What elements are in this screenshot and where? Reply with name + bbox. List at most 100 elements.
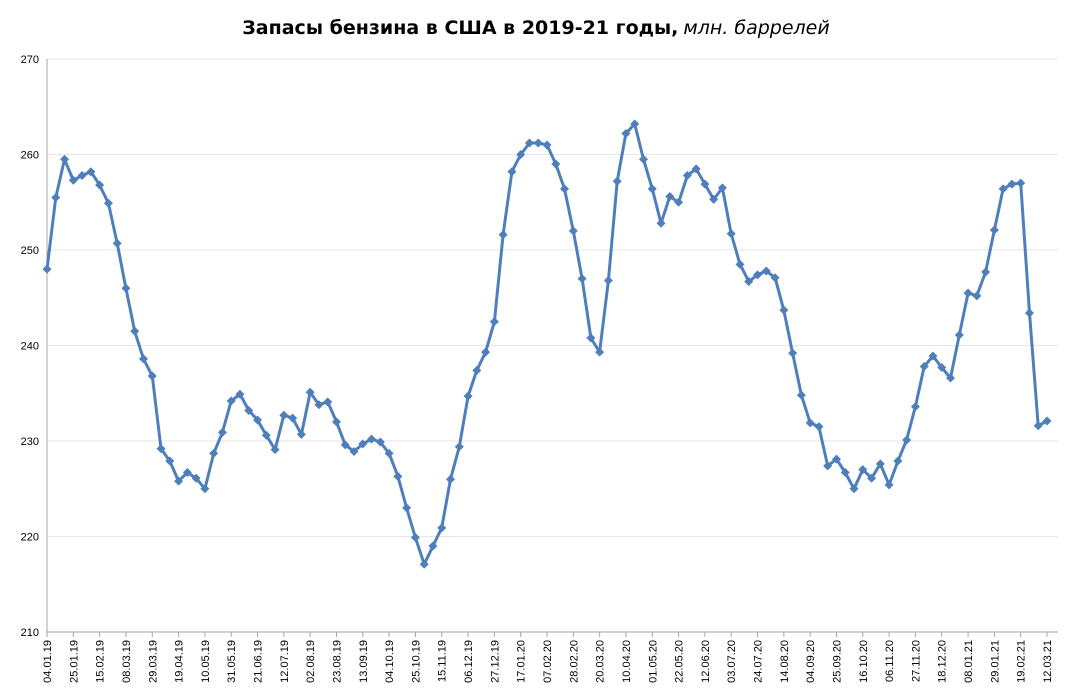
data-point	[875, 459, 885, 469]
gridlines	[47, 58, 1058, 537]
data-point	[972, 291, 982, 301]
x-tick-label: 28.02.20	[568, 640, 580, 683]
series-gasoline-stocks	[42, 119, 1052, 569]
data-point	[182, 468, 192, 478]
data-point	[279, 410, 289, 420]
data-point	[682, 171, 692, 181]
data-point	[402, 503, 412, 513]
data-point	[1016, 178, 1026, 188]
data-point	[647, 184, 657, 194]
data-point	[919, 362, 929, 372]
data-point	[805, 418, 815, 428]
data-point	[121, 283, 131, 293]
data-point	[454, 442, 464, 452]
data-point	[946, 373, 956, 383]
data-point	[603, 276, 613, 286]
data-point	[761, 266, 771, 276]
data-point	[463, 391, 473, 401]
data-point	[937, 362, 947, 372]
data-point	[744, 277, 754, 287]
data-point	[174, 476, 184, 486]
data-point	[103, 198, 113, 208]
data-point	[507, 167, 517, 177]
data-point	[217, 427, 227, 437]
data-point	[191, 473, 201, 483]
x-tick-label: 04.10.19	[384, 640, 396, 683]
chart-title-main: Запасы бензина в США в 2019-21 годы,	[242, 17, 678, 39]
x-tick-label: 27.11.20	[910, 640, 922, 682]
data-point	[823, 461, 833, 471]
data-point	[542, 140, 552, 150]
data-point	[165, 456, 175, 466]
data-point	[305, 387, 315, 397]
x-tick-label: 04.01.19	[42, 640, 54, 683]
x-tick-label: 13.09.19	[358, 640, 370, 683]
data-point	[200, 484, 210, 494]
data-point	[393, 471, 403, 481]
data-point	[884, 480, 894, 490]
data-point	[226, 396, 236, 406]
x-tick-label: 18.12.20	[937, 640, 949, 683]
data-point	[156, 444, 166, 454]
x-tick-label: 24.07.20	[753, 640, 765, 683]
x-tick-label: 25.10.19	[410, 640, 422, 683]
data-point	[375, 437, 385, 447]
data-point	[928, 351, 938, 361]
x-tick-label: 14.08.20	[779, 640, 791, 683]
y-tick-label: 240	[21, 341, 39, 353]
data-point	[147, 371, 157, 381]
x-tick-label: 19.04.19	[174, 640, 186, 683]
data-point	[796, 390, 806, 400]
data-point	[735, 259, 745, 269]
x-tick-label: 15.11.19	[437, 640, 449, 682]
x-tick-label: 23.08.19	[331, 640, 343, 683]
x-tick-label: 07.02.20	[542, 640, 554, 683]
data-point	[779, 305, 789, 315]
data-point	[568, 226, 578, 236]
data-point	[130, 326, 140, 336]
data-point	[331, 417, 341, 427]
x-tick-label: 03.07.20	[726, 640, 738, 683]
data-point	[726, 229, 736, 239]
x-tick-label: 06.11.20	[884, 640, 896, 682]
data-point	[384, 448, 394, 458]
x-tick-label: 19.02.21	[1016, 640, 1028, 683]
data-point	[86, 167, 96, 177]
data-point	[621, 128, 631, 138]
data-point	[323, 397, 333, 407]
data-point	[112, 238, 122, 248]
data-point	[691, 164, 701, 174]
x-tick-label: 06.12.19	[463, 640, 475, 683]
data-point	[489, 317, 499, 327]
data-point	[419, 559, 429, 569]
data-point	[42, 264, 52, 274]
x-tick-label: 15.02.19	[95, 640, 107, 683]
data-point	[428, 541, 438, 551]
data-point	[998, 184, 1008, 194]
data-point	[270, 445, 280, 455]
data-point	[551, 159, 561, 169]
chart-title-unit: млн. баррелей	[683, 17, 829, 39]
y-tick-label: 250	[21, 245, 39, 257]
y-tick-label: 210	[21, 627, 39, 639]
data-point	[516, 150, 526, 159]
data-point	[235, 389, 245, 399]
data-point	[1033, 421, 1043, 431]
data-point	[314, 400, 324, 410]
data-point	[638, 154, 648, 164]
data-point	[51, 192, 61, 202]
data-point	[867, 473, 877, 483]
data-point	[665, 192, 675, 202]
data-point	[524, 138, 534, 148]
x-tick-label: 25.01.19	[68, 640, 80, 683]
data-point	[840, 468, 850, 478]
data-point	[700, 179, 710, 189]
x-tick-label: 21.06.19	[253, 640, 265, 683]
data-point	[910, 402, 920, 412]
data-point	[709, 194, 719, 204]
x-tick-label: 08.01.21	[963, 640, 975, 683]
x-axis-ticks: 04.01.19 25.01.19 15.02.19 08.03.19 29.03.19…	[42, 632, 1054, 683]
x-tick-label: 12.06.20	[700, 640, 712, 683]
y-tick-label: 230	[21, 436, 39, 448]
